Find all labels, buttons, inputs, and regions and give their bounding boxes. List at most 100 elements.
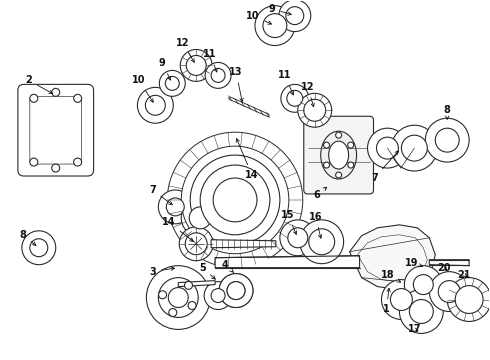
Circle shape [188,302,196,310]
Circle shape [376,137,398,159]
Text: 14: 14 [236,139,259,180]
Circle shape [167,132,303,268]
Circle shape [368,128,407,168]
Circle shape [286,7,304,24]
Circle shape [52,88,60,96]
Text: 4: 4 [221,260,233,272]
Circle shape [348,142,354,148]
Text: 9: 9 [159,58,171,80]
Circle shape [205,62,231,88]
Circle shape [74,158,82,166]
Text: 5: 5 [199,263,215,279]
Text: 16: 16 [309,212,322,238]
Circle shape [281,84,309,112]
Text: 8: 8 [20,230,36,246]
Circle shape [185,282,193,289]
Circle shape [298,93,332,127]
Circle shape [52,164,60,172]
Circle shape [181,146,289,254]
Circle shape [158,190,192,224]
Circle shape [181,199,219,237]
Circle shape [185,233,207,255]
Circle shape [429,272,469,311]
Circle shape [165,76,179,90]
FancyBboxPatch shape [30,96,82,164]
Text: 17: 17 [408,324,421,334]
Circle shape [146,95,165,115]
Circle shape [263,14,287,37]
Circle shape [219,274,253,307]
Circle shape [382,280,421,319]
Circle shape [180,50,212,81]
Circle shape [166,198,184,216]
Circle shape [189,207,211,229]
Circle shape [30,239,48,257]
Circle shape [169,309,177,316]
Text: 14: 14 [162,217,193,242]
Circle shape [401,135,427,161]
Circle shape [309,229,335,255]
Circle shape [219,274,253,307]
Text: 13: 13 [229,67,243,102]
Circle shape [336,132,342,138]
Text: 9: 9 [269,4,291,15]
Text: 10: 10 [132,75,153,102]
Circle shape [391,289,413,310]
Circle shape [227,282,245,300]
Circle shape [323,162,330,168]
Circle shape [179,227,213,261]
Polygon shape [215,256,360,268]
Text: 7: 7 [149,185,172,205]
Text: 7: 7 [371,151,398,183]
Circle shape [392,125,437,171]
Circle shape [213,178,257,222]
Circle shape [435,128,459,152]
Circle shape [336,172,342,178]
Circle shape [227,282,245,300]
Circle shape [74,94,82,102]
FancyBboxPatch shape [18,84,94,176]
Circle shape [404,266,442,303]
Ellipse shape [321,131,357,179]
Text: 21: 21 [457,270,471,280]
Polygon shape [211,240,276,248]
Circle shape [438,280,460,302]
Circle shape [211,289,225,302]
Text: 3: 3 [149,267,174,276]
Text: 10: 10 [246,11,271,24]
Text: 11: 11 [203,49,217,72]
Circle shape [159,291,167,299]
Text: 19: 19 [405,258,422,268]
Circle shape [425,118,469,162]
Circle shape [30,158,38,166]
Circle shape [455,285,483,314]
Polygon shape [349,225,435,289]
Circle shape [414,275,433,294]
Circle shape [147,266,210,329]
Circle shape [348,162,354,168]
Text: 11: 11 [278,71,294,95]
Circle shape [279,0,311,32]
Circle shape [300,220,343,264]
Circle shape [255,6,295,45]
Text: 2: 2 [25,75,52,94]
Circle shape [211,68,225,82]
Circle shape [204,282,232,310]
Circle shape [280,220,316,256]
Text: 20: 20 [438,263,451,273]
Ellipse shape [329,141,348,169]
Circle shape [200,165,270,235]
Text: 1: 1 [383,288,390,315]
Circle shape [158,278,198,318]
Text: 8: 8 [444,105,451,119]
Text: 18: 18 [381,270,401,282]
Circle shape [399,289,443,333]
Circle shape [304,99,326,121]
Text: 12: 12 [301,82,315,107]
FancyBboxPatch shape [304,116,373,194]
Circle shape [287,90,303,106]
Circle shape [409,300,433,323]
Circle shape [159,71,185,96]
Circle shape [447,278,490,321]
Circle shape [168,288,188,307]
